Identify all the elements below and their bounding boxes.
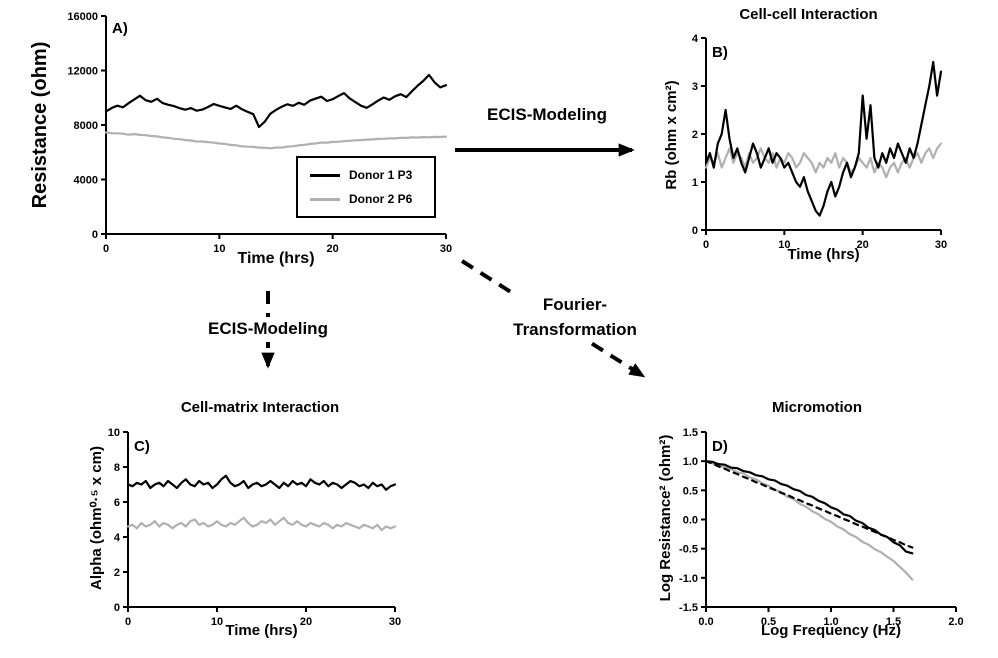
panel-b-title: Cell-cell Interaction	[739, 6, 878, 23]
ecis-modeling-down-label: ECIS-Modeling	[183, 317, 353, 342]
svg-text:0: 0	[692, 225, 698, 237]
svg-text:-0.5: -0.5	[679, 544, 698, 556]
svg-text:4000: 4000	[74, 175, 98, 187]
legend-entry-donor1: Donor 1 P3	[310, 168, 422, 182]
svg-text:2: 2	[692, 129, 698, 141]
svg-text:30: 30	[440, 243, 452, 255]
svg-text:0.5: 0.5	[683, 485, 698, 497]
fourier-label-line2: Transformation	[513, 319, 637, 339]
svg-text:3: 3	[692, 81, 698, 93]
svg-text:0: 0	[703, 239, 709, 251]
legend-label-donor2: Donor 2 P6	[349, 192, 413, 206]
svg-text:12000: 12000	[67, 66, 98, 78]
panel-d-x-axis-title: Log Frequency (Hz)	[760, 622, 901, 639]
svg-text:4: 4	[114, 532, 121, 544]
svg-text:0: 0	[103, 243, 109, 255]
panel-a-y-axis-title: Resistance (ohm)	[29, 41, 51, 209]
svg-text:8: 8	[114, 462, 120, 474]
svg-text:1: 1	[692, 177, 698, 189]
panel-b-letter: B)	[712, 44, 728, 61]
svg-text:0: 0	[92, 229, 98, 241]
svg-text:-1.0: -1.0	[679, 573, 698, 585]
ecis-modeling-right-label: ECIS-Modeling	[487, 105, 607, 124]
panel-d-letter: D)	[712, 438, 728, 455]
panel-a-x-axis-title: Time (hrs)	[237, 250, 315, 267]
panel-a-letter: A)	[112, 20, 128, 37]
svg-text:4: 4	[692, 33, 699, 45]
legend-entry-donor2: Donor 2 P6	[310, 192, 422, 206]
panel-a-legend: Donor 1 P3 Donor 2 P6	[296, 156, 436, 218]
panel-d-title: Micromotion	[772, 399, 862, 416]
svg-text:1.0: 1.0	[823, 616, 838, 628]
svg-text:30: 30	[935, 239, 947, 251]
panel-c-title: Cell-matrix Interaction	[180, 399, 340, 416]
svg-text:0.0: 0.0	[683, 515, 698, 527]
svg-text:2: 2	[114, 567, 120, 579]
panel-a-plot: 0 10 20 30 0 4000 8000 12000 16000	[67, 11, 452, 255]
donor2-line-swatch	[310, 197, 340, 201]
svg-text:10: 10	[213, 243, 225, 255]
svg-text:6: 6	[114, 497, 120, 509]
svg-text:8000: 8000	[74, 120, 98, 132]
svg-text:20: 20	[857, 239, 869, 251]
donor1-line-swatch	[310, 173, 340, 177]
legend-label-donor1: Donor 1 P3	[349, 168, 413, 182]
svg-text:20: 20	[327, 243, 339, 255]
svg-text:2.0: 2.0	[948, 616, 963, 628]
svg-text:-1.5: -1.5	[679, 602, 698, 614]
svg-text:0.0: 0.0	[698, 616, 713, 628]
svg-text:10: 10	[108, 427, 120, 439]
panel-d-plot: 0.0 0.5 1.0 1.5 2.0 -1.5 -1.0 -0.5 0.0 0.5 1.0 1.5	[679, 427, 964, 628]
svg-text:1.5: 1.5	[886, 616, 901, 628]
panel-c-plot: 0 10 20 30 0 2 4 6 8 10	[108, 427, 401, 628]
panel-c-x-axis-title: Time (hrs)	[225, 622, 298, 639]
svg-text:1.0: 1.0	[683, 456, 698, 468]
svg-text:1.5: 1.5	[683, 427, 698, 439]
panel-b-x-axis-title: Time (hrs)	[787, 246, 860, 263]
svg-text:16000: 16000	[67, 11, 98, 23]
fourier-transformation-label: Fourier- Transformation	[488, 293, 662, 343]
svg-text:0.5: 0.5	[761, 616, 776, 628]
panel-b-plot: 0 10 20 30 0 1 2 3 4	[692, 33, 947, 251]
svg-text:10: 10	[778, 239, 790, 251]
svg-text:0: 0	[125, 616, 131, 628]
svg-text:0: 0	[114, 602, 120, 614]
svg-text:20: 20	[300, 616, 312, 628]
svg-text:10: 10	[211, 616, 223, 628]
svg-text:30: 30	[389, 616, 401, 628]
fourier-label-line1: Fourier-	[542, 295, 608, 314]
panel-c-letter: C)	[134, 438, 150, 455]
